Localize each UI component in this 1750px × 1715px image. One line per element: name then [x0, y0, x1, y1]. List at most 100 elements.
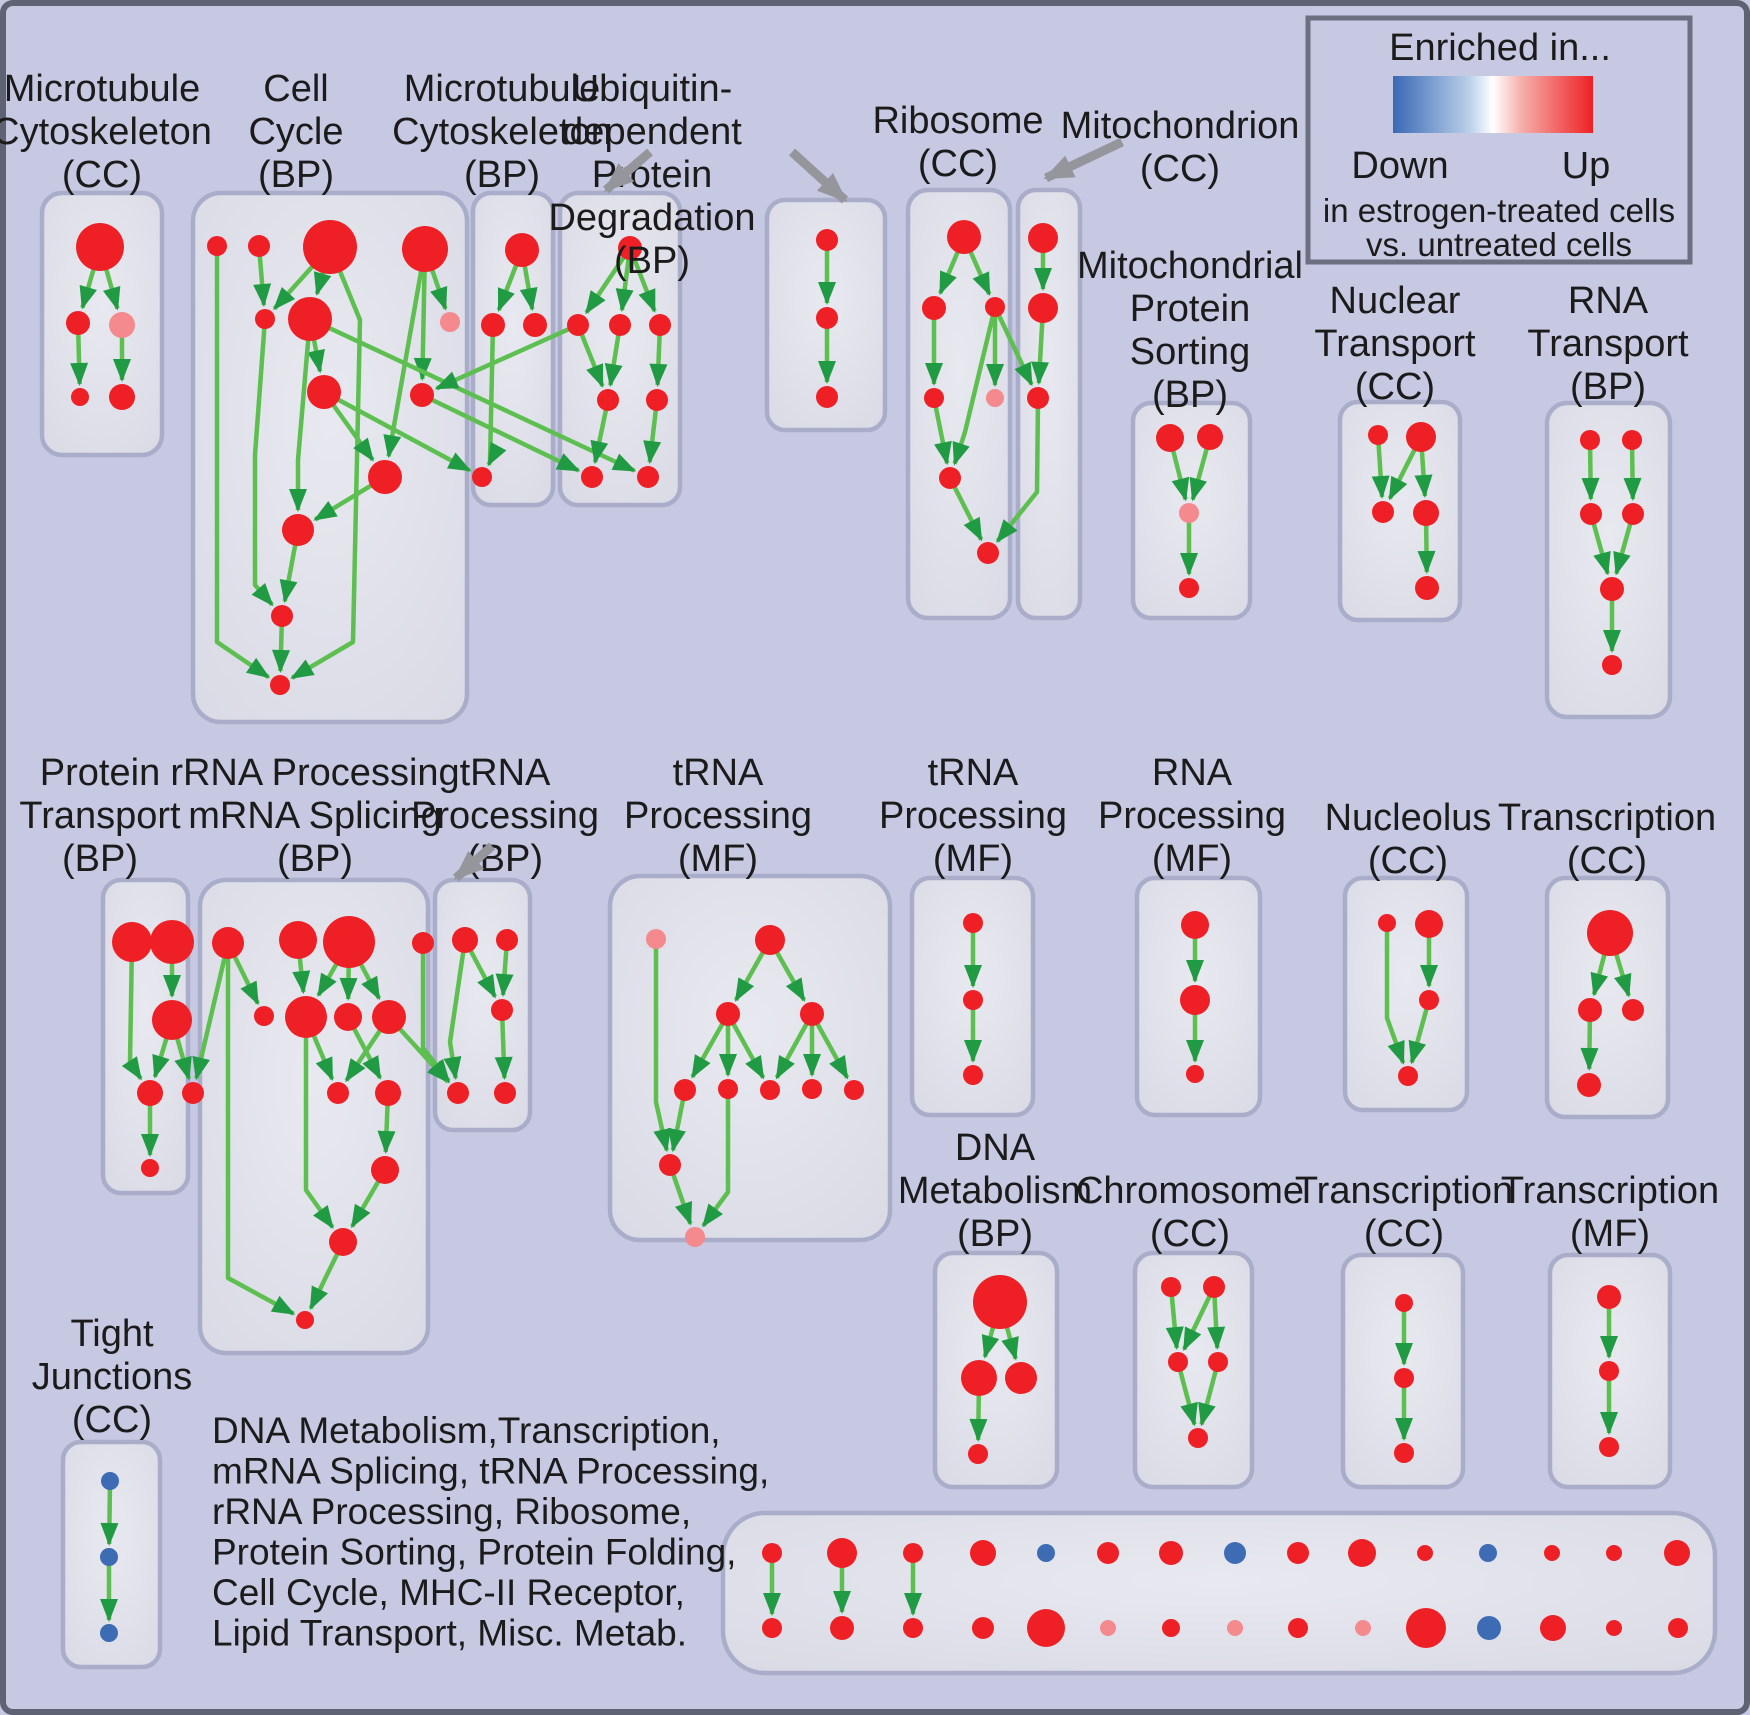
gene-node-rb6 — [939, 467, 961, 489]
gene-node-ts2 — [963, 990, 983, 1010]
gene-node-pt6 — [141, 1159, 159, 1177]
gene-node-rr1 — [212, 927, 244, 959]
gene-node-y11 — [1406, 1608, 1446, 1648]
gene-node-ch3 — [1168, 1352, 1188, 1372]
gene-node-pt3 — [152, 1000, 192, 1040]
gene-node-rt6 — [1602, 655, 1622, 675]
gene-node-cc9 — [410, 383, 434, 407]
gene-node-tm2 — [755, 925, 785, 955]
gene-node-nu4 — [1398, 1066, 1418, 1086]
cluster-label-transcription-cc-1: Transcription (CC) — [1498, 797, 1716, 882]
edge-ch1-ch3 — [1165, 1286, 1184, 1351]
gene-node-x7 — [1159, 1541, 1183, 1565]
gene-node-y7 — [1162, 1619, 1180, 1637]
cluster-box-nuclear-transport — [1337, 399, 1463, 623]
gene-node-x11 — [1417, 1545, 1433, 1561]
gene-node-ub4 — [649, 314, 671, 336]
arrow-to-mitochondrion-icon — [1043, 137, 1124, 183]
gene-node-tm11 — [685, 1227, 705, 1247]
gene-node-ub8 — [637, 466, 659, 488]
gene-node-ub6 — [646, 389, 668, 411]
gene-node-x5 — [1037, 1544, 1055, 1562]
gene-node-cc8 — [307, 375, 341, 409]
gene-node-ub7 — [581, 466, 603, 488]
edge-rb3-rb6 — [952, 306, 998, 466]
gene-node-mi2 — [1028, 293, 1058, 323]
cluster-label-rrna-mrna: rRNA Processing mRNA Splicing (BP) — [170, 752, 459, 880]
cluster-label-trna-mf-1: tRNA Processing (MF) — [624, 752, 812, 880]
gene-node-nu2 — [1415, 910, 1443, 938]
gene-node-y1 — [762, 1618, 782, 1638]
gene-node-tm6 — [718, 1079, 738, 1099]
gene-node-cc11 — [282, 514, 314, 546]
gene-node-t22 — [1394, 1368, 1414, 1388]
gene-node-tf2 — [1599, 1361, 1619, 1381]
edge-tm1-tm10 — [653, 939, 671, 1153]
gene-node-ch4 — [1208, 1352, 1228, 1372]
gene-node-x13 — [1544, 1545, 1560, 1561]
edge-rr1-rr13 — [225, 943, 296, 1316]
gene-node-rr6 — [285, 996, 327, 1038]
gene-node-x12 — [1479, 1544, 1497, 1562]
legend-subtitle-2: vs. untreated cells — [1366, 226, 1632, 263]
gene-node-pt5 — [182, 1082, 204, 1104]
gene-node-tc1 — [1587, 910, 1633, 956]
gene-node-x8 — [1224, 1542, 1246, 1564]
cluster-label-trna-mf-2: tRNA Processing (MF) — [879, 752, 1067, 880]
cluster-label-mito-sorting: Mitochondrial Protein Sorting (BP) — [1077, 245, 1303, 416]
gene-node-tb2 — [496, 929, 518, 951]
edge-tb3-tb5 — [494, 1009, 513, 1081]
legend-up-label: Up — [1562, 145, 1611, 187]
edge-tm4-tm9 — [810, 1012, 850, 1080]
edge-nt1-nt3 — [1371, 434, 1390, 500]
gene-node-ms4 — [1179, 578, 1199, 598]
edge-cc3-cc13 — [290, 246, 363, 680]
gene-node-dm4 — [968, 1444, 988, 1464]
gene-node-ts3 — [963, 1065, 983, 1085]
edge-rr4-tb4 — [420, 943, 451, 1083]
cluster-label-ubiquitin: Ubiquitin-dependent Protein Degradation (BP… — [548, 68, 755, 282]
gene-node-rr3 — [323, 916, 375, 968]
gene-node-rt2 — [1622, 430, 1642, 450]
gene-node-y5 — [1027, 1609, 1065, 1647]
gene-node-tj1 — [101, 1472, 119, 1490]
edge-tm6-tm11 — [701, 1089, 731, 1228]
edge-tm3-tm7 — [726, 1012, 766, 1080]
cluster-label-trna-bp: tRNA Processing (BP) — [411, 752, 599, 880]
gene-node-y14 — [1606, 1620, 1622, 1636]
merged-terms-text: DNA Metabolism,Transcription, mRNA Splici… — [212, 1410, 769, 1654]
gene-node-x4 — [970, 1540, 996, 1566]
gene-node-tf1 — [1597, 1285, 1621, 1309]
gene-node-ts1 — [963, 913, 983, 933]
gene-node-nt2 — [1406, 422, 1436, 452]
gene-node-tm1 — [646, 929, 666, 949]
gene-node-ms2 — [1197, 424, 1223, 450]
gene-node-ub2 — [567, 314, 589, 336]
gene-node-cc6 — [288, 297, 332, 341]
gene-node-nu1 — [1378, 914, 1396, 932]
gene-node-tm8 — [802, 1079, 822, 1099]
gene-node-rp1 — [1181, 911, 1209, 939]
gene-node-rr5 — [254, 1006, 274, 1026]
gene-node-rp3 — [1186, 1065, 1204, 1083]
gene-node-tm3 — [716, 1002, 740, 1026]
gene-node-mb1 — [505, 233, 539, 267]
gene-node-y10 — [1355, 1620, 1371, 1636]
edge-cc6-cc11 — [289, 318, 313, 512]
gene-node-tc3 — [1622, 999, 1644, 1021]
legend-gradient-bar — [1393, 76, 1593, 133]
gene-node-cc2 — [248, 235, 270, 257]
edge-mi3-rb7 — [995, 397, 1041, 543]
cluster-label-rna-processing-mf: RNA Processing (MF) — [1098, 752, 1286, 880]
arrow-to-ubiquitin-right-icon — [788, 148, 849, 204]
cluster-label-dna-metabolism: DNA Metabolism (BP) — [898, 1127, 1092, 1255]
gene-node-mi3 — [1027, 387, 1049, 409]
gene-node-y6 — [1100, 1620, 1116, 1636]
cluster-label-rna-transport: RNA Transport (BP) — [1527, 280, 1689, 408]
gene-node-nt3 — [1372, 501, 1394, 523]
gene-node-rr2 — [279, 921, 317, 959]
gene-node-y4 — [972, 1617, 994, 1639]
gene-node-tj2 — [100, 1548, 118, 1566]
gene-node-cc1 — [207, 236, 227, 256]
gene-node-rp2 — [1180, 985, 1210, 1015]
